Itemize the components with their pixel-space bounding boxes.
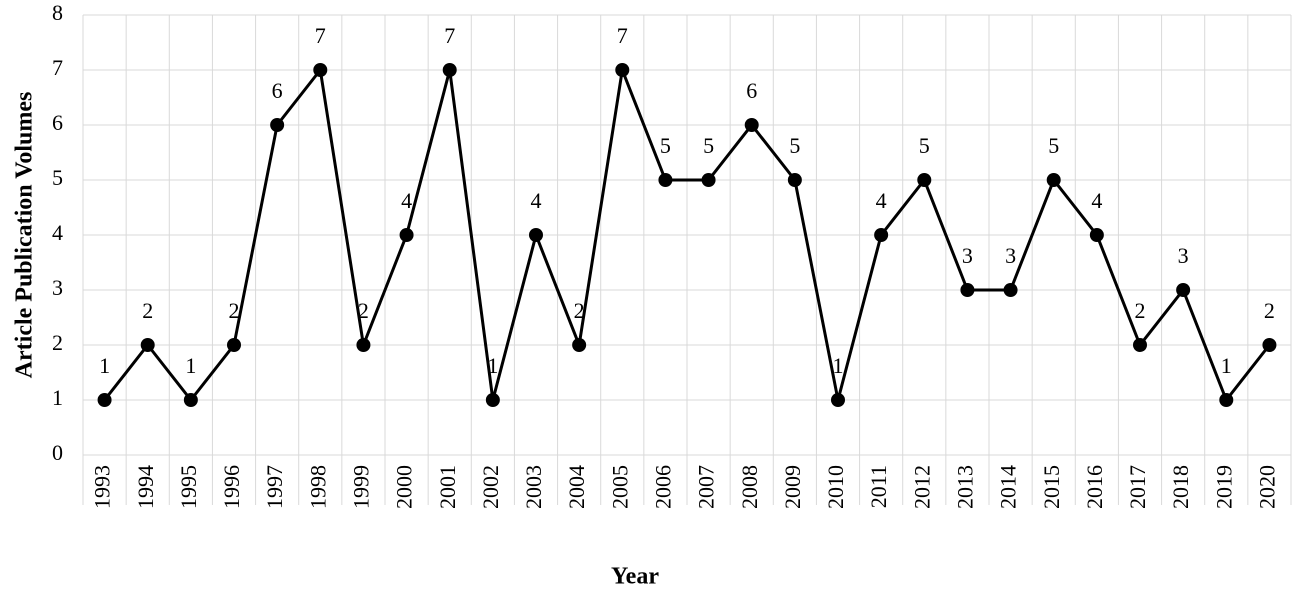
data-label: 4 bbox=[401, 188, 412, 213]
x-tick-label: 2007 bbox=[694, 465, 719, 509]
x-tick-label: 1999 bbox=[348, 465, 373, 509]
x-axis-label: Year bbox=[611, 564, 659, 590]
x-tick-label: 2017 bbox=[1125, 465, 1150, 509]
data-label: 2 bbox=[358, 298, 369, 323]
data-label: 2 bbox=[574, 298, 585, 323]
marker bbox=[615, 63, 630, 77]
x-tick-label: 2008 bbox=[737, 465, 762, 509]
marker bbox=[874, 228, 889, 242]
x-tick-label: 2002 bbox=[478, 465, 503, 509]
x-tick-label: 2009 bbox=[780, 465, 805, 509]
x-tick-label: 1994 bbox=[133, 465, 158, 509]
marker bbox=[529, 228, 543, 242]
marker bbox=[1046, 173, 1061, 187]
x-tick-label: 2015 bbox=[1039, 465, 1064, 509]
data-label: 6 bbox=[746, 78, 757, 103]
marker bbox=[787, 173, 802, 187]
data-label: 1 bbox=[99, 353, 110, 378]
x-tick-label: 2014 bbox=[996, 465, 1021, 509]
y-axis-label: Article Publication Volumes bbox=[12, 92, 38, 379]
marker bbox=[1133, 338, 1147, 352]
data-label: 7 bbox=[315, 23, 326, 48]
marker bbox=[1262, 338, 1277, 352]
marker bbox=[960, 283, 975, 297]
data-label: 1 bbox=[833, 353, 844, 378]
x-tick-label: 2000 bbox=[392, 465, 417, 509]
y-tick-label: 3 bbox=[52, 275, 63, 300]
data-label: 5 bbox=[919, 133, 930, 158]
x-tick-label: 2016 bbox=[1082, 465, 1107, 509]
marker bbox=[270, 118, 285, 132]
y-tick-label: 6 bbox=[52, 110, 63, 135]
data-label: 2 bbox=[1264, 298, 1275, 323]
x-tick-label: 1996 bbox=[219, 465, 244, 509]
marker bbox=[831, 393, 845, 407]
marker bbox=[227, 338, 241, 352]
marker bbox=[399, 228, 414, 242]
data-label: 4 bbox=[531, 188, 542, 213]
data-label: 2 bbox=[229, 298, 240, 323]
marker bbox=[572, 338, 587, 352]
marker bbox=[442, 63, 457, 77]
x-tick-label: 2011 bbox=[866, 465, 891, 508]
y-tick-label: 5 bbox=[52, 165, 63, 190]
y-tick-label: 8 bbox=[52, 0, 63, 25]
y-tick-label: 2 bbox=[52, 330, 63, 355]
data-label: 3 bbox=[962, 243, 973, 268]
x-tick-label: 2012 bbox=[909, 465, 934, 509]
marker bbox=[744, 118, 759, 132]
data-label: 7 bbox=[444, 23, 455, 48]
data-label: 1 bbox=[487, 353, 498, 378]
x-tick-label: 2003 bbox=[521, 465, 546, 509]
data-label: 6 bbox=[272, 78, 283, 103]
x-tick-label: 1998 bbox=[305, 465, 330, 509]
x-tick-label: 1997 bbox=[262, 465, 287, 509]
data-label: 5 bbox=[703, 133, 714, 158]
x-tick-label: 2020 bbox=[1254, 465, 1279, 509]
data-label: 4 bbox=[876, 188, 887, 213]
marker bbox=[917, 173, 932, 187]
marker bbox=[701, 173, 716, 187]
x-tick-label: 2005 bbox=[607, 465, 632, 509]
x-tick-label: 2010 bbox=[823, 465, 848, 509]
marker bbox=[356, 338, 371, 352]
y-tick-label: 1 bbox=[52, 385, 63, 410]
x-tick-label: 2001 bbox=[435, 465, 460, 509]
marker bbox=[97, 393, 112, 407]
marker bbox=[658, 173, 673, 187]
data-label: 1 bbox=[1221, 353, 1232, 378]
marker bbox=[1176, 283, 1191, 297]
x-tick-label: 2006 bbox=[650, 465, 675, 509]
y-tick-label: 4 bbox=[52, 220, 63, 245]
data-label: 4 bbox=[1091, 188, 1102, 213]
marker bbox=[1003, 283, 1018, 297]
data-label: 7 bbox=[617, 23, 628, 48]
x-tick-label: 1995 bbox=[176, 465, 201, 509]
data-label: 5 bbox=[660, 133, 671, 158]
x-tick-label: 2013 bbox=[952, 465, 977, 509]
marker bbox=[140, 338, 155, 352]
x-tick-label: 2019 bbox=[1211, 465, 1236, 509]
marker bbox=[485, 393, 500, 407]
line bbox=[103, 64, 1271, 403]
x-tick-label: 1993 bbox=[90, 465, 115, 509]
data-label: 2 bbox=[142, 298, 153, 323]
marker bbox=[1089, 228, 1104, 242]
data-label: 5 bbox=[789, 133, 800, 158]
data-label: 3 bbox=[1178, 243, 1189, 268]
marker bbox=[1219, 393, 1234, 407]
marker bbox=[183, 393, 198, 407]
y-tick-label: 0 bbox=[52, 440, 63, 465]
x-tick-label: 2018 bbox=[1168, 465, 1193, 509]
data-label: 2 bbox=[1135, 298, 1146, 323]
x-tick-label: 2004 bbox=[564, 465, 589, 509]
marker bbox=[313, 63, 328, 77]
data-label: 3 bbox=[1005, 243, 1016, 268]
data-label: 1 bbox=[185, 353, 196, 378]
data-label: 5 bbox=[1048, 133, 1059, 158]
y-tick-label: 7 bbox=[52, 55, 63, 80]
